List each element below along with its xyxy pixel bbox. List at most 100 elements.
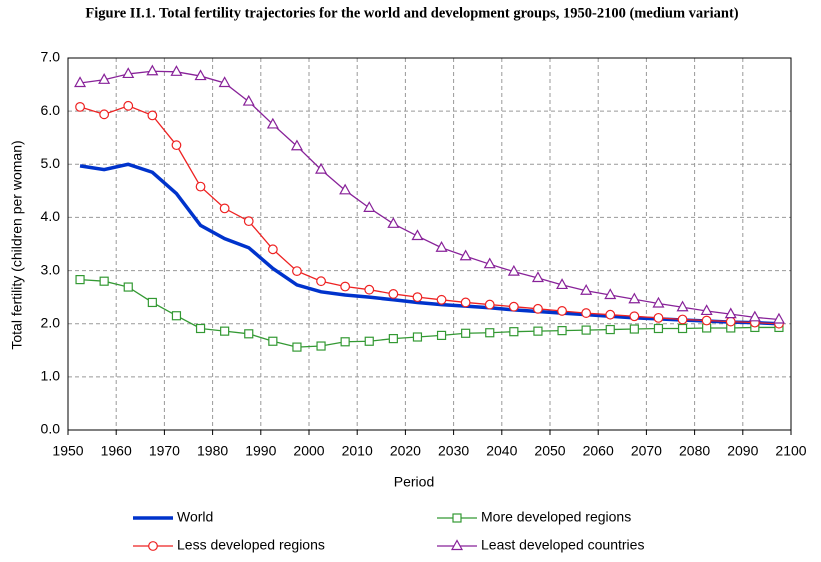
point — [411, 229, 424, 241]
point — [580, 284, 593, 295]
point — [725, 316, 736, 327]
point — [677, 323, 688, 334]
legend-label: More developed regions — [481, 509, 631, 525]
x-tick-label: 2060 — [583, 443, 614, 459]
point — [629, 311, 640, 322]
point — [219, 203, 230, 214]
point — [412, 292, 423, 303]
legend-marker — [452, 513, 462, 523]
point — [531, 271, 544, 283]
x-tick-label: 2100 — [775, 443, 806, 459]
point — [701, 315, 712, 326]
point — [581, 308, 592, 318]
x-tick-label: 2010 — [342, 443, 373, 459]
point — [557, 306, 567, 316]
point — [556, 278, 569, 290]
point — [485, 328, 495, 338]
point — [122, 67, 135, 79]
plot-frame — [67, 57, 792, 431]
point — [243, 216, 254, 227]
point — [748, 310, 761, 322]
point — [653, 323, 664, 334]
point — [268, 336, 278, 346]
point — [459, 249, 472, 261]
point — [171, 311, 182, 321]
point — [507, 264, 520, 276]
point — [195, 323, 206, 334]
point — [533, 326, 543, 336]
legend-marker — [450, 539, 464, 551]
x-tick-label: 2020 — [390, 443, 421, 459]
point — [604, 288, 617, 300]
point — [484, 299, 495, 310]
y-tick-label: 7.0 — [41, 49, 61, 65]
y-tick-label: 0.0 — [41, 421, 61, 437]
point — [218, 76, 231, 88]
point — [290, 139, 303, 151]
point — [652, 296, 665, 308]
point — [412, 332, 423, 342]
point — [195, 181, 206, 192]
x-tick-label: 1990 — [245, 443, 276, 459]
point — [461, 328, 471, 338]
x-tick-label: 1970 — [149, 443, 180, 459]
point — [629, 324, 639, 334]
x-tick-label: 1950 — [52, 443, 83, 459]
y-tick-label: 6.0 — [41, 102, 61, 118]
point — [340, 337, 350, 347]
point — [292, 266, 302, 277]
x-tick-label: 2070 — [631, 443, 662, 459]
point — [581, 325, 591, 335]
point — [146, 64, 159, 76]
x-tick-label: 2030 — [438, 443, 469, 459]
point — [363, 201, 376, 212]
point — [75, 275, 85, 285]
point — [460, 297, 471, 308]
y-tick-label: 3.0 — [41, 261, 61, 277]
point — [533, 303, 543, 314]
point — [266, 117, 279, 129]
x-tick-label: 1980 — [197, 443, 228, 459]
point — [724, 307, 737, 319]
point — [98, 73, 111, 84]
point — [435, 240, 448, 252]
point — [99, 109, 110, 120]
point — [483, 257, 496, 269]
legend-marker — [148, 541, 158, 551]
legend-label: World — [177, 509, 213, 525]
point — [194, 69, 207, 81]
point — [315, 162, 328, 174]
point — [340, 281, 351, 292]
point — [75, 101, 85, 112]
x-tick-label: 2040 — [486, 443, 517, 459]
point — [557, 326, 567, 336]
point — [387, 217, 400, 228]
y-tick-label: 5.0 — [41, 155, 61, 171]
point — [364, 336, 374, 346]
point — [388, 289, 399, 299]
series-line — [79, 70, 780, 321]
x-tick-label: 1960 — [101, 443, 132, 459]
x-tick-label: 2050 — [534, 443, 565, 459]
series-line — [79, 105, 779, 325]
point — [700, 304, 713, 316]
point — [508, 301, 519, 312]
point — [99, 276, 109, 286]
point — [677, 314, 688, 325]
point — [292, 342, 302, 352]
point — [772, 312, 785, 324]
point — [509, 327, 519, 337]
y-tick-label: 4.0 — [41, 208, 61, 224]
point — [74, 76, 87, 88]
point — [628, 292, 641, 304]
point — [316, 276, 326, 287]
y-axis-label: Total fertility (children per woman) — [9, 140, 25, 349]
legend-label: Less developed regions — [177, 537, 325, 553]
x-tick-label: 2080 — [679, 443, 710, 459]
x-tick-label: 2090 — [727, 443, 758, 459]
point — [653, 312, 664, 323]
point — [364, 284, 375, 295]
point — [436, 330, 447, 341]
point — [436, 294, 447, 305]
